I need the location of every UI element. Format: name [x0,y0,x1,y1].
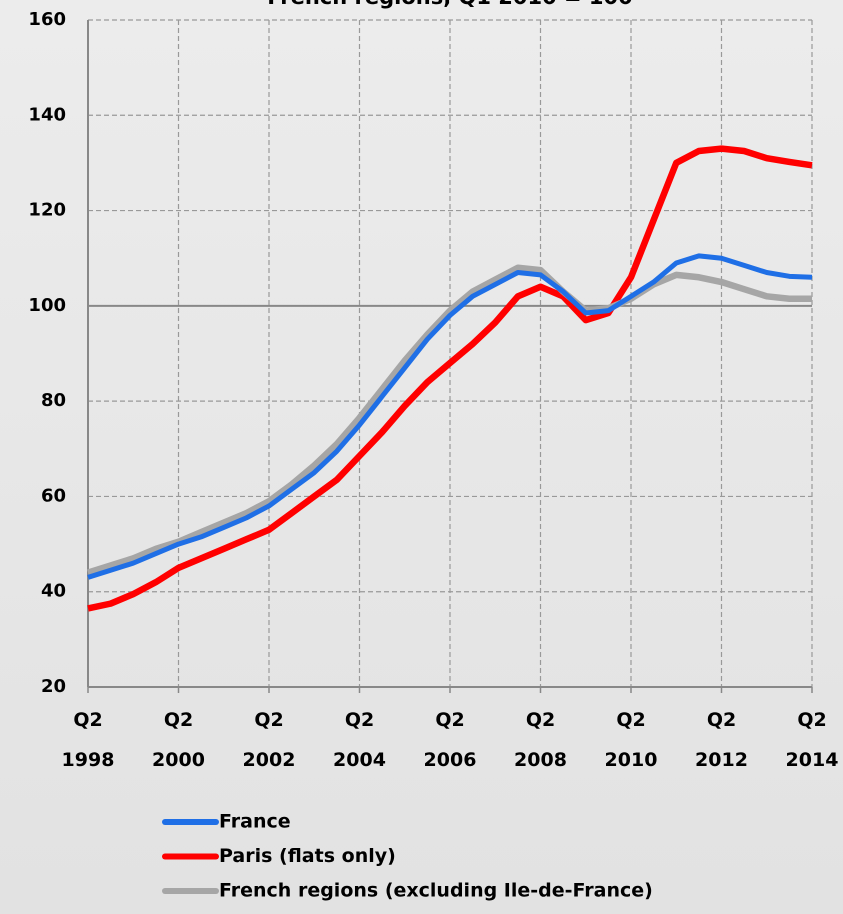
x-tick-label: Q2 2000 [152,709,205,771]
x-tick-label: Q2 2004 [333,709,386,771]
x-tick-label: Q2 2006 [423,709,477,771]
x-tick-label: Q2 2010 [604,709,658,771]
y-tick-label: 100 [28,295,66,316]
x-tick-label: Q2 2014 [785,709,839,771]
y-tick-label: 120 [28,200,66,221]
legend-label: France [219,811,291,833]
line-series [87,145,813,612]
x-tick-label: Q2 2002 [242,709,296,771]
x-tick-label: Q2 2012 [695,709,748,771]
x-tick-label: Q2 1998 [61,709,115,771]
y-tick-label: 140 [28,104,66,125]
legend-label: French regions (excluding Ile-de-France) [219,880,653,902]
x-tick-label: Q2 2008 [514,709,567,771]
line-series [87,253,813,580]
y-tick-label: 160 [28,9,66,30]
y-tick-label: 40 [41,581,66,602]
y-tick-label: 60 [41,485,66,506]
line-series [87,264,812,576]
y-tick-label: 80 [41,390,66,411]
y-tick-label: 20 [41,676,66,697]
chart-title: French regions, Q1 2010 = 100 [267,0,633,9]
legend-label: Paris (flats only) [219,845,396,867]
